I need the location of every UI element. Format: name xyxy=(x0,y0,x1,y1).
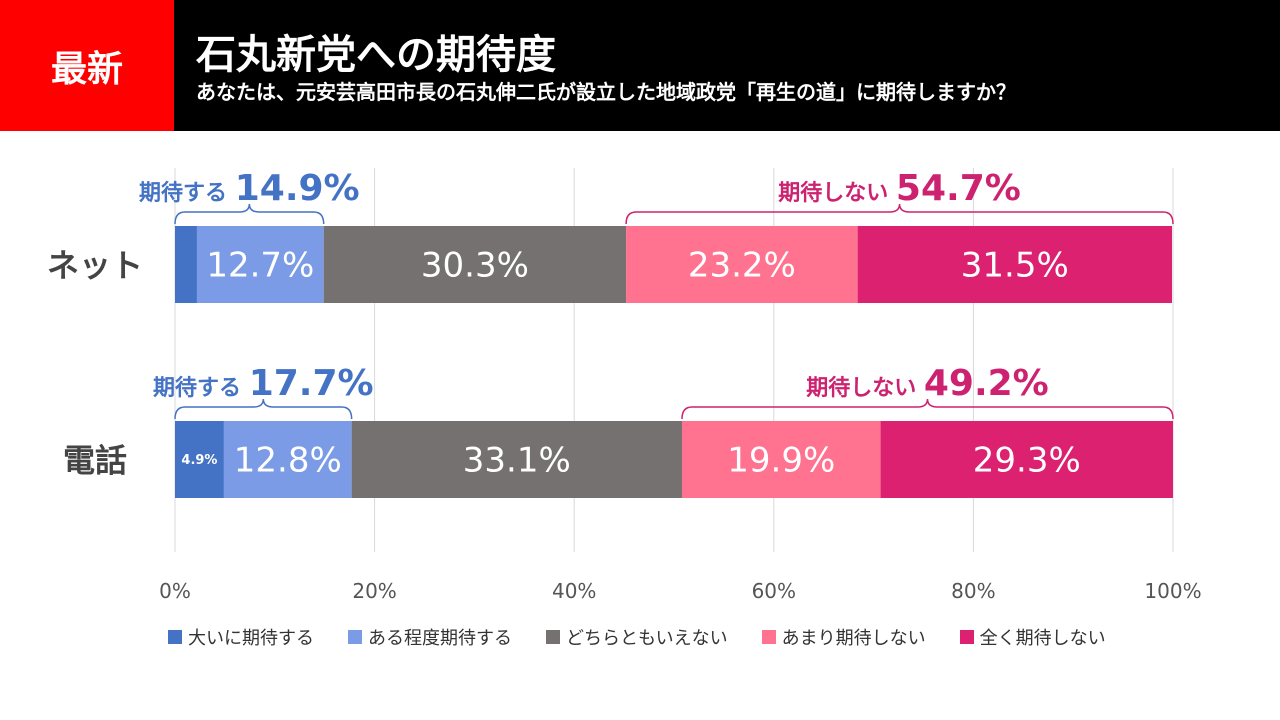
bar-segment xyxy=(196,226,324,303)
x-tick-label: 80% xyxy=(951,579,995,603)
legend: 大いに期待する ある程度期待する どちらともいえない あまり期待しない 全く期待しない xyxy=(168,624,1106,650)
header-bar xyxy=(0,0,1280,131)
chart-subtitle: あなたは、元安芸高田市長の石丸伸二氏が設立した地域政党「再生の道」に期待しますか… xyxy=(196,80,1016,104)
annotation-label: 期待する 17.7% xyxy=(153,363,374,404)
legend-item: どちらともいえない xyxy=(546,624,728,650)
data-label: 12.8% xyxy=(234,441,342,481)
legend-item: ある程度期待する xyxy=(348,624,512,650)
legend-item: 全く期待しない xyxy=(959,624,1106,650)
annotation-label: 期待しない 54.7% xyxy=(778,168,1021,209)
latest-badge: 最新 xyxy=(0,0,174,131)
data-label: 29.3% xyxy=(973,441,1081,481)
category-label: ネット xyxy=(47,247,143,285)
annotation-brace xyxy=(174,398,353,420)
legend-label: どちらともいえない xyxy=(566,628,728,649)
legend-label: 全く期待しない xyxy=(979,628,1106,649)
legend-label: あまり期待しない xyxy=(781,628,926,649)
chart-title: 石丸新党への期待度 xyxy=(196,32,556,78)
bar-segment xyxy=(880,421,1173,498)
x-tick-label: 100% xyxy=(1144,579,1201,603)
bar-segment xyxy=(175,421,224,498)
data-label: 12.7% xyxy=(206,246,314,286)
bar-segment xyxy=(223,421,352,498)
bar-segment xyxy=(175,226,197,303)
annotation-label: 期待しない 49.2% xyxy=(806,363,1049,404)
legend-item: あまり期待しない xyxy=(761,624,926,650)
legend-swatch xyxy=(168,630,182,644)
legend-label: ある程度期待する xyxy=(368,628,512,649)
data-label: 19.9% xyxy=(727,441,835,481)
legend-item: 大いに期待する xyxy=(168,624,314,650)
legend-label: 大いに期待する xyxy=(188,628,314,649)
data-label: 31.5% xyxy=(961,246,1069,286)
legend-swatch xyxy=(348,630,362,644)
x-tick-label: 60% xyxy=(752,579,796,603)
bar-segment xyxy=(351,421,682,498)
annotation-brace xyxy=(174,203,325,225)
bar-segment xyxy=(857,226,1173,303)
legend-swatch xyxy=(959,630,974,644)
data-label: 23.2% xyxy=(688,246,796,286)
bar-segment xyxy=(323,226,627,303)
data-label: 33.1% xyxy=(463,441,571,481)
category-label: 電話 xyxy=(63,442,127,480)
legend-swatch xyxy=(546,630,560,644)
x-tick-label: 20% xyxy=(352,579,396,603)
annotation-label: 期待する 14.9% xyxy=(139,168,360,209)
x-tick-label: 40% xyxy=(552,579,596,603)
legend-swatch xyxy=(761,630,776,644)
data-label: 4.9% xyxy=(181,453,217,468)
bar-segment xyxy=(681,421,881,498)
latest-badge-label: 最新 xyxy=(50,48,123,90)
data-label: 30.3% xyxy=(421,246,529,286)
annotation-brace xyxy=(681,398,1174,420)
x-tick-label: 0% xyxy=(159,579,191,603)
bar-segment xyxy=(626,226,858,303)
annotation-brace xyxy=(625,203,1174,225)
